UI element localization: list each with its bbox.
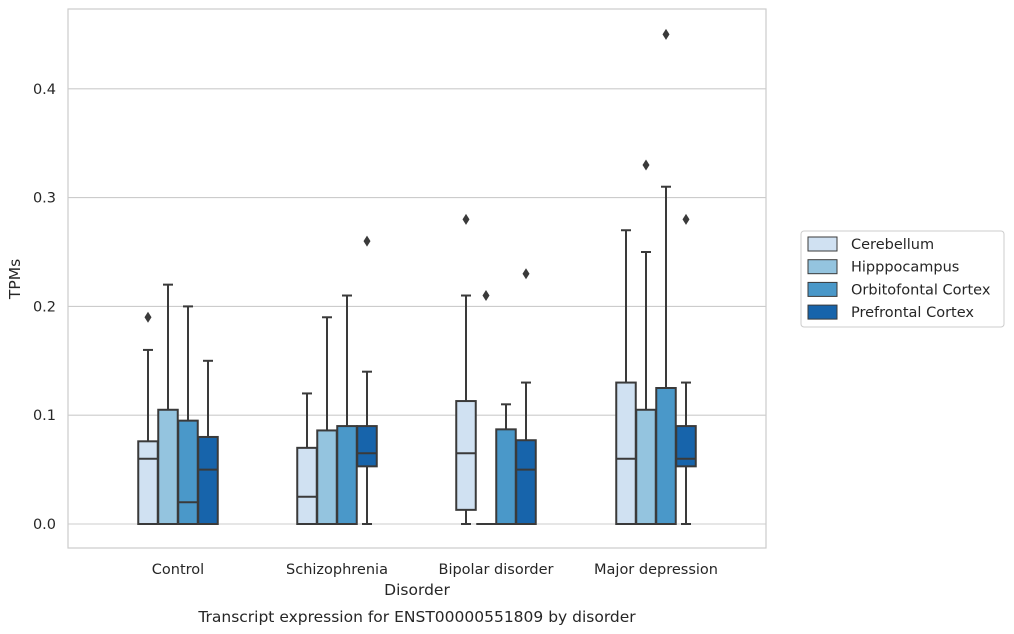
box-prefrontal-cortex [356, 235, 378, 525]
box-cerebellum [137, 311, 159, 526]
y-tick-label: 0.2 [33, 299, 56, 315]
legend-swatch [807, 259, 838, 275]
box-cerebellum [615, 229, 637, 525]
box-body [157, 408, 179, 526]
box-prefrontal-cortex [515, 268, 537, 525]
box-hipppocampus [476, 290, 496, 525]
y-tick-label: 0.1 [33, 408, 56, 424]
box-cerebellum [455, 213, 477, 525]
box-orbitofontal-cortex [495, 403, 517, 525]
box-hipppocampus [316, 316, 338, 526]
x-axis-title: Disorder [384, 581, 450, 599]
x-tick-label: Major depression [594, 562, 718, 578]
x-axis-ticks: Control Schizophrenia Bipolar disorder Majo… [152, 562, 718, 578]
outlier-point [662, 28, 670, 40]
legend-frame [800, 230, 1005, 328]
outlier-point [482, 290, 490, 302]
box-body [137, 440, 159, 526]
box-prefrontal-cortex [675, 213, 697, 525]
legend-label: Hipppocampus [851, 260, 959, 276]
y-tick-label: 0.3 [33, 191, 56, 207]
box-cerebellum [296, 392, 318, 525]
legend-swatch [807, 304, 838, 320]
legend-swatch [807, 281, 838, 297]
chart-caption: Transcript expression for ENST0000055180… [197, 608, 636, 626]
box-body [455, 400, 477, 511]
y-tick-label: 0.0 [33, 517, 56, 533]
box-body [177, 419, 199, 526]
box-orbitofontal-cortex [655, 28, 677, 525]
legend: Cerebellum Hipppocampus Orbitofontal Corte… [800, 230, 1005, 328]
box-body [356, 425, 378, 468]
box-body [495, 428, 517, 525]
box-body [655, 387, 677, 525]
box-body [316, 429, 338, 526]
box-body [515, 439, 537, 525]
outlier-point [363, 235, 371, 247]
box-body [197, 435, 219, 525]
plot-frame [67, 8, 767, 549]
outlier-point [642, 159, 650, 171]
y-axis-ticks: 0.0 0.1 0.2 0.3 0.4 [33, 82, 56, 533]
box-hipppocampus [157, 283, 179, 526]
box-prefrontal-cortex [197, 359, 219, 525]
legend-label: Prefrontal Cortex [851, 305, 974, 321]
legend-label: Cerebellum [851, 237, 934, 253]
box-series [137, 28, 697, 526]
y-axis-title: TPMs [6, 259, 24, 300]
box-body [675, 425, 697, 468]
outlier-point [522, 268, 530, 280]
box-hipppocampus [635, 159, 657, 526]
box-body [296, 446, 318, 525]
x-tick-label: Schizophrenia [286, 562, 388, 578]
outlier-point [144, 311, 152, 323]
x-tick-label: Bipolar disorder [439, 562, 554, 578]
y-tick-label: 0.4 [33, 82, 56, 98]
box-orbitofontal-cortex [336, 294, 358, 525]
legend-swatch [807, 236, 838, 252]
box-body [336, 425, 358, 525]
outlier-point [462, 213, 470, 225]
box-body [635, 408, 657, 526]
outlier-point [682, 213, 690, 225]
box-body [615, 381, 637, 525]
legend-label: Orbitofontal Cortex [851, 282, 991, 298]
x-tick-label: Control [152, 562, 204, 578]
